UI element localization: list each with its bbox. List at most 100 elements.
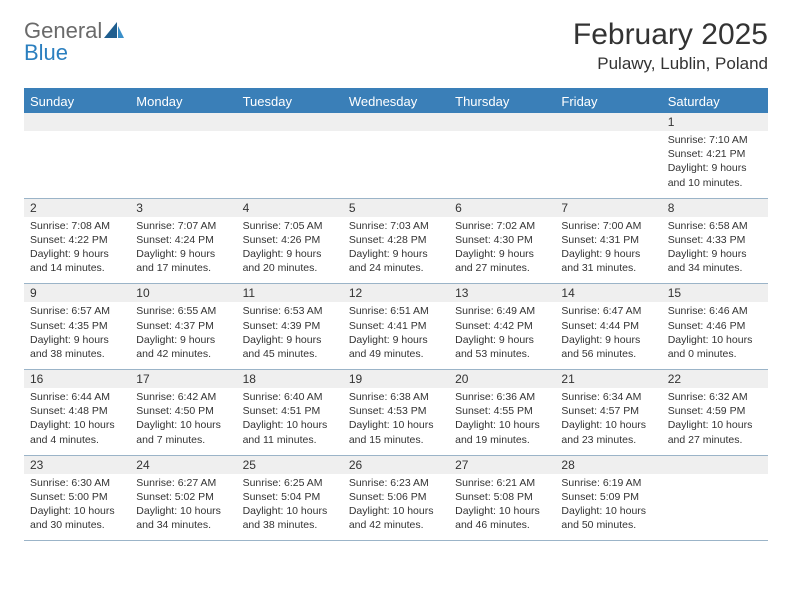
day-cell: Sunrise: 6:21 AM Sunset: 5:08 PM Dayligh… (449, 474, 555, 541)
day-header-row: Sunday Monday Tuesday Wednesday Thursday… (24, 90, 768, 113)
day-cell (662, 474, 768, 541)
day-cell: Sunrise: 7:07 AM Sunset: 4:24 PM Dayligh… (130, 217, 236, 284)
day-number: 21 (555, 370, 661, 388)
day-header-sun: Sunday (24, 90, 130, 113)
day-cell: Sunrise: 6:36 AM Sunset: 4:55 PM Dayligh… (449, 388, 555, 455)
day-number: 26 (343, 456, 449, 474)
day-cell (237, 131, 343, 198)
day-cell (130, 131, 236, 198)
title-block: February 2025 Pulawy, Lublin, Poland (573, 18, 768, 74)
day-number: 24 (130, 456, 236, 474)
day-cell: Sunrise: 6:25 AM Sunset: 5:04 PM Dayligh… (237, 474, 343, 541)
day-cell: Sunrise: 6:57 AM Sunset: 4:35 PM Dayligh… (24, 302, 130, 369)
day-header-sat: Saturday (662, 90, 768, 113)
day-cell: Sunrise: 6:55 AM Sunset: 4:37 PM Dayligh… (130, 302, 236, 369)
day-cell: Sunrise: 6:49 AM Sunset: 4:42 PM Dayligh… (449, 302, 555, 369)
day-detail-strip: Sunrise: 7:10 AM Sunset: 4:21 PM Dayligh… (24, 131, 768, 198)
day-number: 13 (449, 284, 555, 302)
day-cell: Sunrise: 6:30 AM Sunset: 5:00 PM Dayligh… (24, 474, 130, 541)
day-number (449, 113, 555, 131)
day-cell: Sunrise: 7:00 AM Sunset: 4:31 PM Dayligh… (555, 217, 661, 284)
day-number: 9 (24, 284, 130, 302)
day-number: 12 (343, 284, 449, 302)
day-detail-strip: Sunrise: 7:08 AM Sunset: 4:22 PM Dayligh… (24, 217, 768, 284)
day-cell (343, 131, 449, 198)
day-number: 28 (555, 456, 661, 474)
week-row: 232425262728Sunrise: 6:30 AM Sunset: 5:0… (24, 456, 768, 542)
day-header-wed: Wednesday (343, 90, 449, 113)
day-number: 3 (130, 199, 236, 217)
day-cell: Sunrise: 6:27 AM Sunset: 5:02 PM Dayligh… (130, 474, 236, 541)
day-cell: Sunrise: 6:34 AM Sunset: 4:57 PM Dayligh… (555, 388, 661, 455)
sail-icon (104, 22, 124, 40)
day-number: 1 (662, 113, 768, 131)
month-title: February 2025 (573, 18, 768, 52)
day-detail-strip: Sunrise: 6:57 AM Sunset: 4:35 PM Dayligh… (24, 302, 768, 369)
day-cell: Sunrise: 7:02 AM Sunset: 4:30 PM Dayligh… (449, 217, 555, 284)
day-header-tue: Tuesday (237, 90, 343, 113)
day-number (662, 456, 768, 474)
brand-part2: Blue (24, 40, 68, 65)
day-cell (24, 131, 130, 198)
calendar: Sunday Monday Tuesday Wednesday Thursday… (24, 88, 768, 541)
day-cell: Sunrise: 6:58 AM Sunset: 4:33 PM Dayligh… (662, 217, 768, 284)
day-number (24, 113, 130, 131)
day-cell: Sunrise: 6:47 AM Sunset: 4:44 PM Dayligh… (555, 302, 661, 369)
weeks-container: 1Sunrise: 7:10 AM Sunset: 4:21 PM Daylig… (24, 113, 768, 541)
week-row: 9101112131415Sunrise: 6:57 AM Sunset: 4:… (24, 284, 768, 370)
day-cell (449, 131, 555, 198)
day-number: 25 (237, 456, 343, 474)
day-header-fri: Friday (555, 90, 661, 113)
day-number (343, 113, 449, 131)
day-number: 8 (662, 199, 768, 217)
day-number-strip: 2345678 (24, 199, 768, 217)
day-cell: Sunrise: 6:40 AM Sunset: 4:51 PM Dayligh… (237, 388, 343, 455)
day-number-strip: 9101112131415 (24, 284, 768, 302)
week-row: 2345678Sunrise: 7:08 AM Sunset: 4:22 PM … (24, 199, 768, 285)
day-number: 14 (555, 284, 661, 302)
day-number-strip: 232425262728 (24, 456, 768, 474)
day-number: 2 (24, 199, 130, 217)
day-cell: Sunrise: 6:38 AM Sunset: 4:53 PM Dayligh… (343, 388, 449, 455)
day-cell: Sunrise: 6:19 AM Sunset: 5:09 PM Dayligh… (555, 474, 661, 541)
day-cell: Sunrise: 6:32 AM Sunset: 4:59 PM Dayligh… (662, 388, 768, 455)
day-number: 10 (130, 284, 236, 302)
day-number: 15 (662, 284, 768, 302)
day-cell: Sunrise: 6:51 AM Sunset: 4:41 PM Dayligh… (343, 302, 449, 369)
day-number: 16 (24, 370, 130, 388)
day-number: 17 (130, 370, 236, 388)
day-number: 4 (237, 199, 343, 217)
week-row: 1Sunrise: 7:10 AM Sunset: 4:21 PM Daylig… (24, 113, 768, 199)
day-header-thu: Thursday (449, 90, 555, 113)
day-number: 11 (237, 284, 343, 302)
day-cell: Sunrise: 6:42 AM Sunset: 4:50 PM Dayligh… (130, 388, 236, 455)
header: General February 2025 Pulawy, Lublin, Po… (24, 18, 768, 74)
day-cell: Sunrise: 7:05 AM Sunset: 4:26 PM Dayligh… (237, 217, 343, 284)
location-label: Pulawy, Lublin, Poland (573, 54, 768, 74)
day-detail-strip: Sunrise: 6:30 AM Sunset: 5:00 PM Dayligh… (24, 474, 768, 541)
day-header-mon: Monday (130, 90, 236, 113)
day-number (555, 113, 661, 131)
day-number-strip: 1 (24, 113, 768, 131)
brand-part2-wrap: Blue (24, 40, 68, 66)
day-cell: Sunrise: 7:08 AM Sunset: 4:22 PM Dayligh… (24, 217, 130, 284)
day-number: 6 (449, 199, 555, 217)
day-cell: Sunrise: 6:46 AM Sunset: 4:46 PM Dayligh… (662, 302, 768, 369)
day-number: 18 (237, 370, 343, 388)
day-cell: Sunrise: 7:10 AM Sunset: 4:21 PM Dayligh… (662, 131, 768, 198)
day-cell: Sunrise: 6:23 AM Sunset: 5:06 PM Dayligh… (343, 474, 449, 541)
day-number: 27 (449, 456, 555, 474)
day-number: 19 (343, 370, 449, 388)
day-number-strip: 16171819202122 (24, 370, 768, 388)
day-detail-strip: Sunrise: 6:44 AM Sunset: 4:48 PM Dayligh… (24, 388, 768, 455)
day-number: 7 (555, 199, 661, 217)
day-number: 23 (24, 456, 130, 474)
day-cell: Sunrise: 7:03 AM Sunset: 4:28 PM Dayligh… (343, 217, 449, 284)
day-cell: Sunrise: 6:53 AM Sunset: 4:39 PM Dayligh… (237, 302, 343, 369)
day-cell: Sunrise: 6:44 AM Sunset: 4:48 PM Dayligh… (24, 388, 130, 455)
day-number (237, 113, 343, 131)
day-cell (555, 131, 661, 198)
day-number: 5 (343, 199, 449, 217)
day-number (130, 113, 236, 131)
day-number: 22 (662, 370, 768, 388)
